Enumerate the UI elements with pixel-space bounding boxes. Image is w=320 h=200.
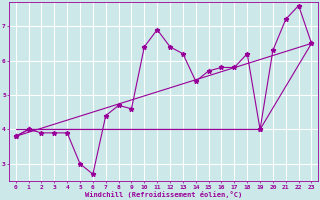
X-axis label: Windchill (Refroidissement éolien,°C): Windchill (Refroidissement éolien,°C) <box>85 191 242 198</box>
